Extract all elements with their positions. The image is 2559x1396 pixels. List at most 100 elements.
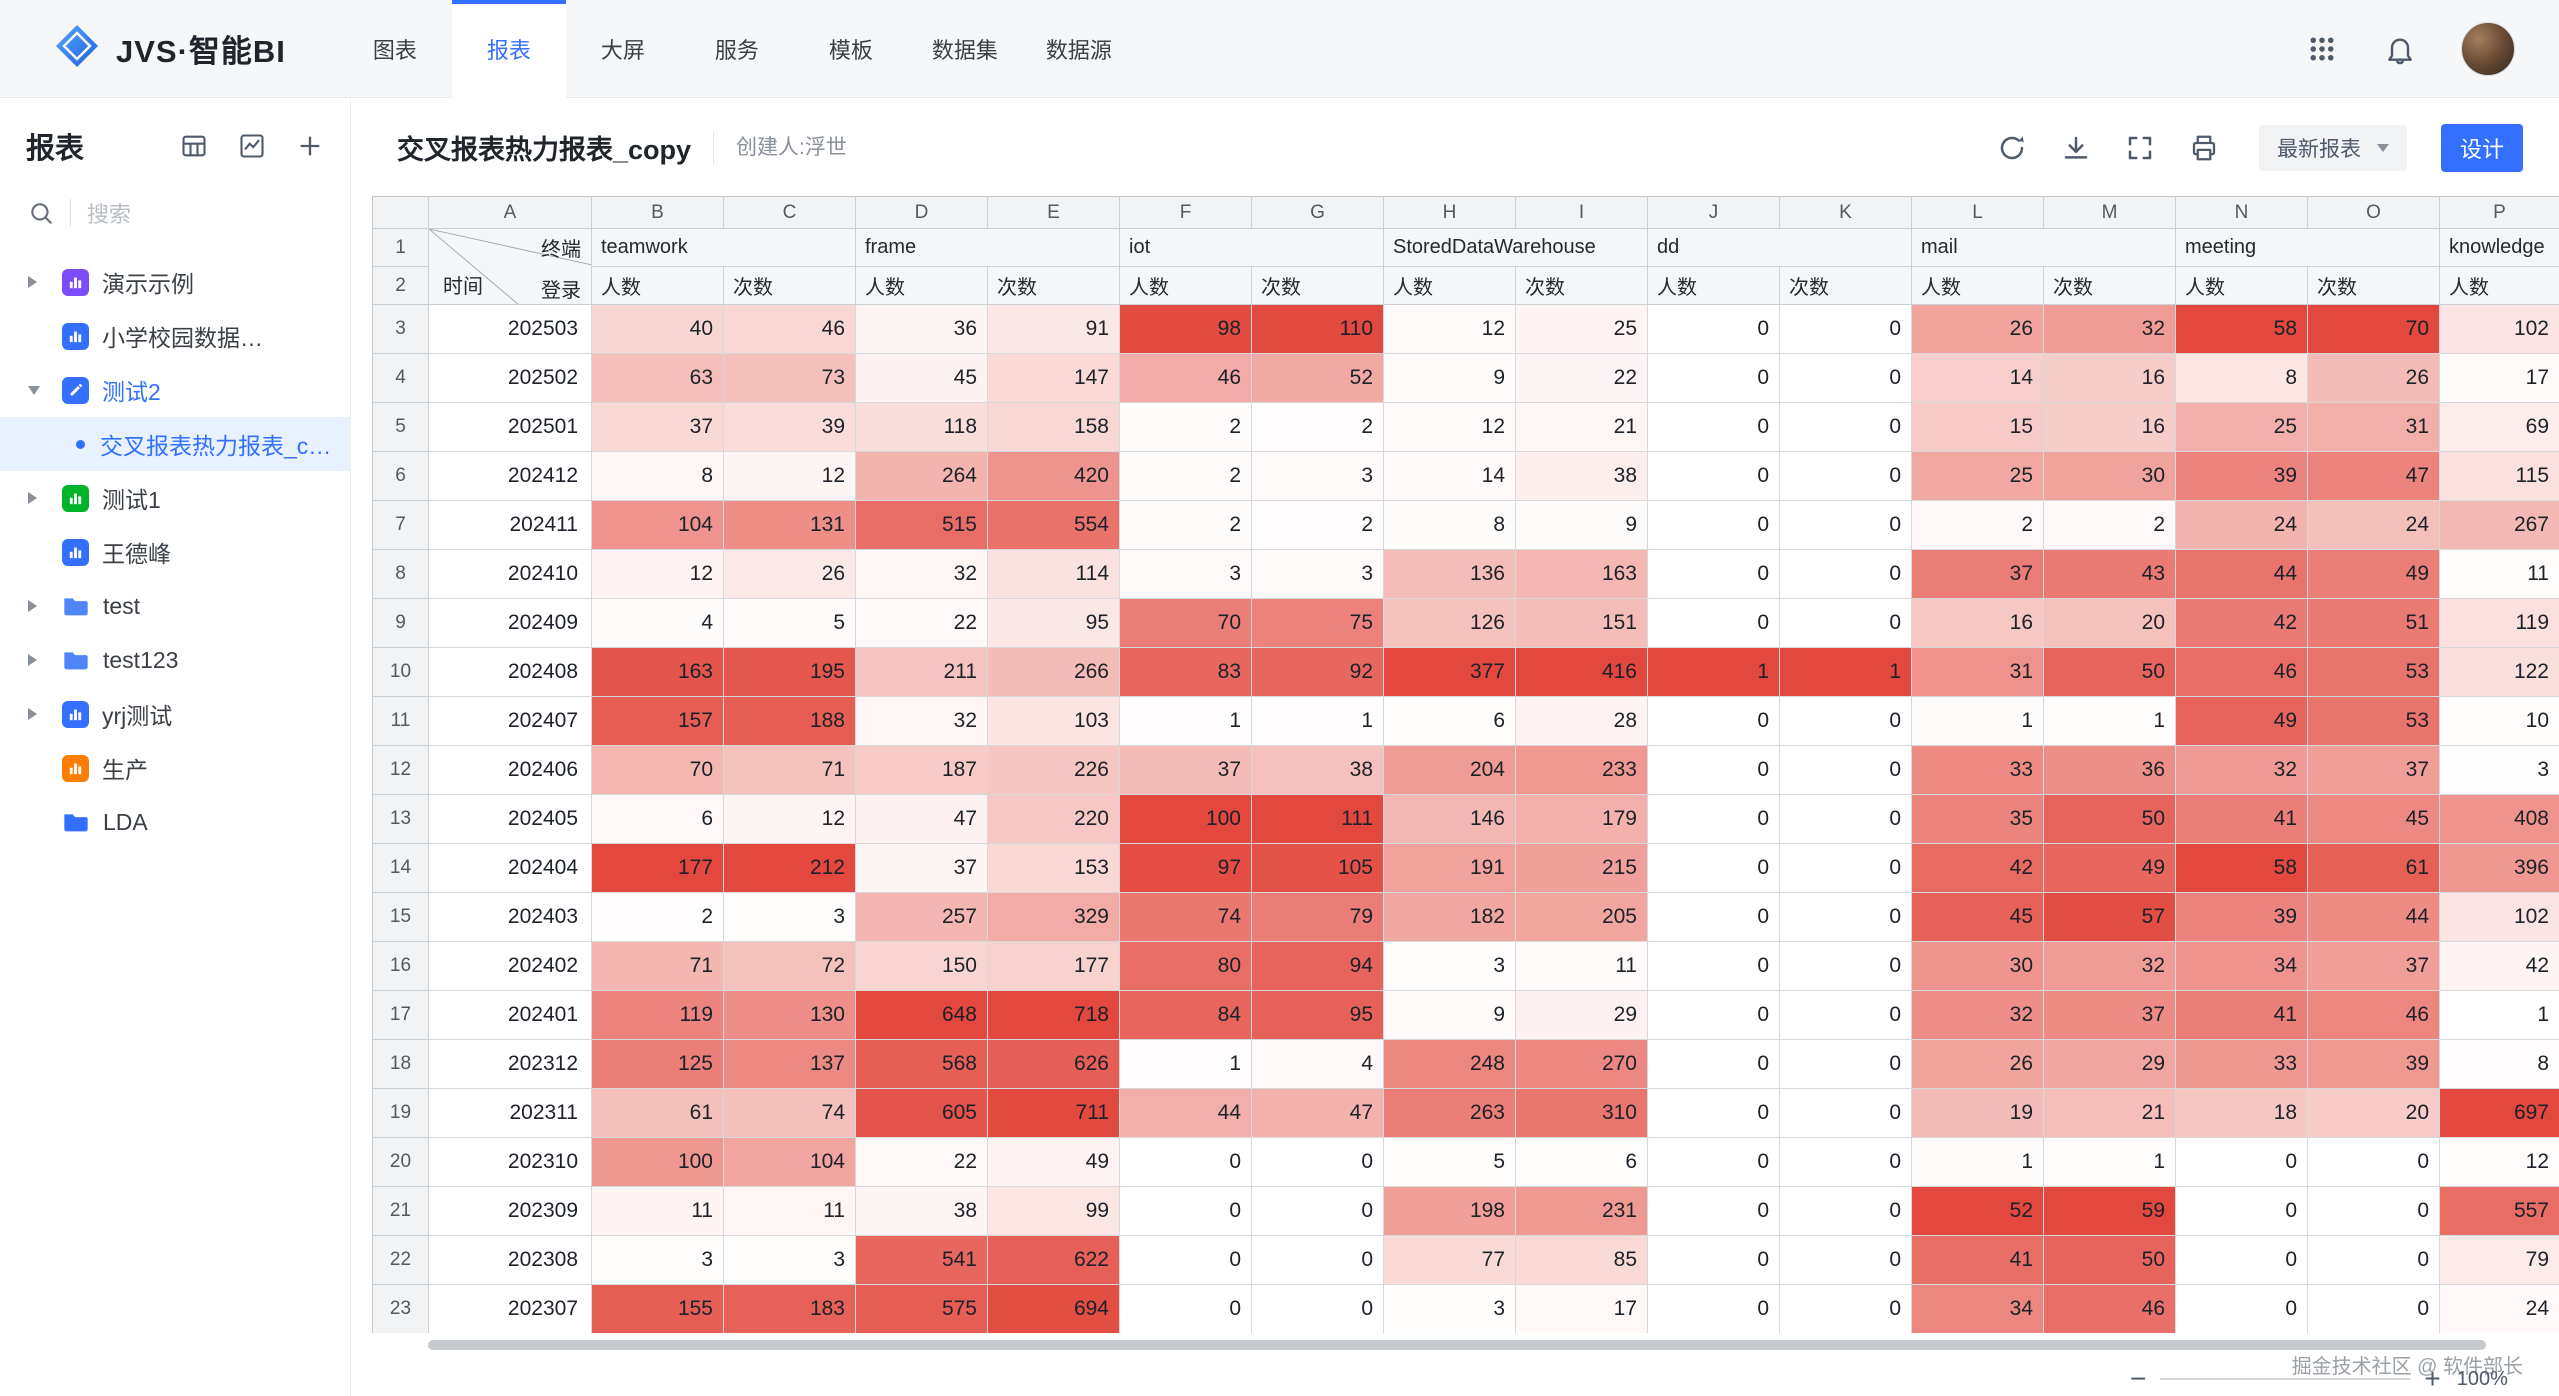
cell-A6[interactable]: 202412	[429, 452, 592, 501]
cell-I17[interactable]: 29	[1516, 991, 1648, 1040]
cell-F20[interactable]: 0	[1120, 1138, 1252, 1187]
cell-A11[interactable]: 202407	[429, 697, 592, 746]
tree-item-11[interactable]: LDA	[0, 795, 350, 849]
expand-arrow-icon[interactable]	[28, 654, 62, 666]
cell-H10[interactable]: 377	[1384, 648, 1516, 697]
user-avatar[interactable]	[2461, 21, 2515, 76]
cell-N21[interactable]: 0	[2176, 1187, 2308, 1236]
zoom-out-button[interactable]: −	[2130, 1363, 2147, 1394]
cell-O17[interactable]: 46	[2308, 991, 2440, 1040]
cell-E6[interactable]: 420	[988, 452, 1120, 501]
cell-C19[interactable]: 74	[724, 1089, 856, 1138]
cell-J21[interactable]: 0	[1648, 1187, 1780, 1236]
horizontal-scrollbar[interactable]	[428, 1340, 2486, 1350]
nav-tab-6[interactable]: 数据集	[931, 37, 998, 63]
cell-A15[interactable]: 202403	[429, 893, 592, 942]
cell-G11[interactable]: 1	[1252, 697, 1384, 746]
cell-F17[interactable]: 84	[1120, 991, 1252, 1040]
cell-B12[interactable]: 70	[592, 746, 724, 795]
diagonal-header-cell[interactable]: 终端 登录 时间	[429, 229, 592, 305]
cell-J9[interactable]: 0	[1648, 599, 1780, 648]
cell-B17[interactable]: 119	[592, 991, 724, 1040]
cell-K23[interactable]: 0	[1780, 1285, 1912, 1333]
group-header-mail[interactable]: mail	[1912, 229, 2176, 267]
cell-F13[interactable]: 100	[1120, 795, 1252, 844]
column-header-I[interactable]: I	[1516, 197, 1648, 229]
cell-P22[interactable]: 79	[2440, 1236, 2559, 1285]
cell-G5[interactable]: 2	[1252, 403, 1384, 452]
cell-P14[interactable]: 396	[2440, 844, 2559, 893]
cell-C10[interactable]: 195	[724, 648, 856, 697]
cell-D3[interactable]: 36	[856, 305, 988, 354]
cell-C20[interactable]: 104	[724, 1138, 856, 1187]
cell-D15[interactable]: 257	[856, 893, 988, 942]
cell-M7[interactable]: 2	[2044, 501, 2176, 550]
cell-D23[interactable]: 575	[856, 1285, 988, 1333]
cell-G3[interactable]: 110	[1252, 305, 1384, 354]
cell-K10[interactable]: 1	[1780, 648, 1912, 697]
cell-P17[interactable]: 1	[2440, 991, 2559, 1040]
download-button[interactable]	[2059, 131, 2093, 165]
cell-O11[interactable]: 53	[2308, 697, 2440, 746]
cell-N6[interactable]: 39	[2176, 452, 2308, 501]
cell-O12[interactable]: 37	[2308, 746, 2440, 795]
tree-item-9[interactable]: yrj测试	[0, 687, 350, 741]
cell-N20[interactable]: 0	[2176, 1138, 2308, 1187]
cell-L6[interactable]: 25	[1912, 452, 2044, 501]
cell-H23[interactable]: 3	[1384, 1285, 1516, 1333]
cell-P20[interactable]: 12	[2440, 1138, 2559, 1187]
cell-G22[interactable]: 0	[1252, 1236, 1384, 1285]
cell-B23[interactable]: 155	[592, 1285, 724, 1333]
cell-I3[interactable]: 25	[1516, 305, 1648, 354]
cell-F11[interactable]: 1	[1120, 697, 1252, 746]
column-header-H[interactable]: H	[1384, 197, 1516, 229]
cell-K6[interactable]: 0	[1780, 452, 1912, 501]
cell-J3[interactable]: 0	[1648, 305, 1780, 354]
cell-G18[interactable]: 4	[1252, 1040, 1384, 1089]
column-header-M[interactable]: M	[2044, 197, 2176, 229]
cell-N12[interactable]: 32	[2176, 746, 2308, 795]
cell-K18[interactable]: 0	[1780, 1040, 1912, 1089]
row-header-10[interactable]: 10	[373, 648, 429, 697]
group-header-frame[interactable]: frame	[856, 229, 1120, 267]
cell-P8[interactable]: 11	[2440, 550, 2559, 599]
cell-A12[interactable]: 202406	[429, 746, 592, 795]
cell-F6[interactable]: 2	[1120, 452, 1252, 501]
cell-D6[interactable]: 264	[856, 452, 988, 501]
subheader-L[interactable]: 人数	[1912, 267, 2044, 305]
column-header-G[interactable]: G	[1252, 197, 1384, 229]
cell-J14[interactable]: 0	[1648, 844, 1780, 893]
cell-L18[interactable]: 26	[1912, 1040, 2044, 1089]
row-header-14[interactable]: 14	[373, 844, 429, 893]
cell-D8[interactable]: 32	[856, 550, 988, 599]
cell-O7[interactable]: 24	[2308, 501, 2440, 550]
cell-P21[interactable]: 557	[2440, 1187, 2559, 1236]
subheader-J[interactable]: 人数	[1648, 267, 1780, 305]
collapse-arrow-icon[interactable]	[28, 385, 62, 395]
cell-N23[interactable]: 0	[2176, 1285, 2308, 1333]
cell-C21[interactable]: 11	[724, 1187, 856, 1236]
cell-A23[interactable]: 202307	[429, 1285, 592, 1333]
row-header-15[interactable]: 15	[373, 893, 429, 942]
cell-G21[interactable]: 0	[1252, 1187, 1384, 1236]
cell-O14[interactable]: 61	[2308, 844, 2440, 893]
subheader-N[interactable]: 人数	[2176, 267, 2308, 305]
cell-E10[interactable]: 266	[988, 648, 1120, 697]
cell-F16[interactable]: 80	[1120, 942, 1252, 991]
cell-F15[interactable]: 74	[1120, 893, 1252, 942]
cell-D14[interactable]: 37	[856, 844, 988, 893]
cell-I6[interactable]: 38	[1516, 452, 1648, 501]
table-view-icon[interactable]	[180, 132, 208, 160]
nav-tab-5[interactable]: 模板	[828, 37, 873, 63]
cell-I16[interactable]: 11	[1516, 942, 1648, 991]
cell-A10[interactable]: 202408	[429, 648, 592, 697]
cell-P6[interactable]: 115	[2440, 452, 2559, 501]
cell-B6[interactable]: 8	[592, 452, 724, 501]
tree-item-5[interactable]: 测试1	[0, 471, 350, 525]
cell-A14[interactable]: 202404	[429, 844, 592, 893]
cell-K4[interactable]: 0	[1780, 354, 1912, 403]
cell-I19[interactable]: 310	[1516, 1089, 1648, 1138]
cell-O23[interactable]: 0	[2308, 1285, 2440, 1333]
cell-N14[interactable]: 58	[2176, 844, 2308, 893]
cell-M9[interactable]: 20	[2044, 599, 2176, 648]
